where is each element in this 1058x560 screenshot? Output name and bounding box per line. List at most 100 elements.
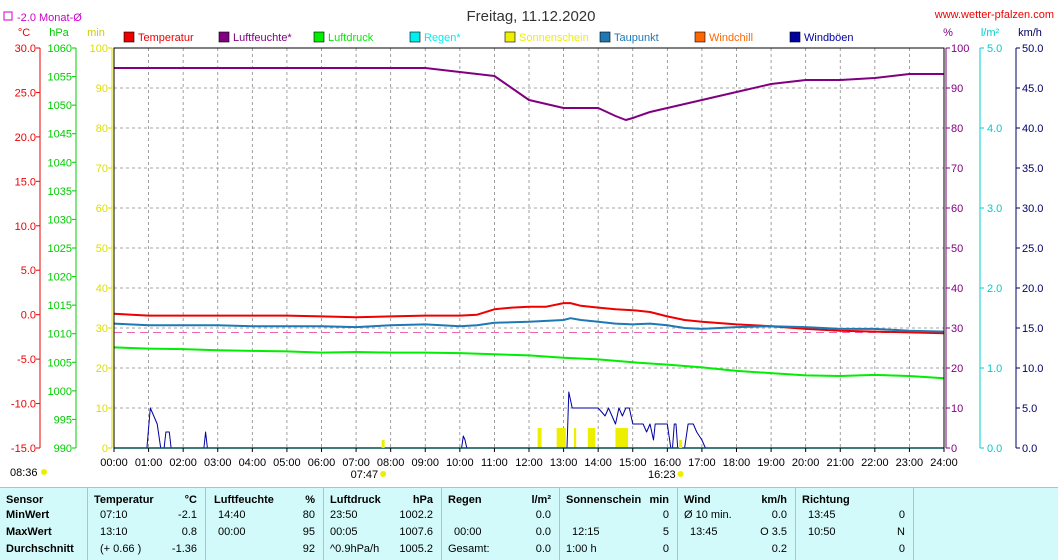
statistics-table: Sensor MinWert MaxWert Durchschnitt Temp…: [0, 487, 1058, 560]
wind-axis-label: 15.0: [1022, 323, 1043, 335]
rain-unit-label: l/m²: [981, 27, 1000, 39]
x-axis-label: 17:00: [688, 457, 716, 469]
stats-luftfeuchte-value: 80: [302, 509, 315, 521]
minutes-axis-label: 40: [96, 283, 108, 295]
humidity-axis-label: 20: [951, 363, 963, 375]
sunshine-bar: [625, 428, 629, 448]
wind-axis-label: 5.0: [1022, 403, 1037, 415]
stats-temperatur-value: -1.36: [171, 543, 197, 555]
stats-luftdruck-value: 1005.2: [399, 543, 433, 555]
stats-sonnenschein-unit: min: [649, 494, 669, 506]
stats-wind-unit: km/h: [761, 494, 787, 506]
axis-ticks: -15.0 -10.0 -5.0 0.0 5.0 10.0 15.0 20.0 25.0 30.0…: [11, 43, 1044, 455]
humidity-axis-label: 80: [951, 123, 963, 135]
minutes-axis-label: 60: [96, 203, 108, 215]
humidity-axis-label: 100: [951, 43, 969, 55]
x-axis-label: 18:00: [723, 457, 751, 469]
stats-richtung-title: Richtung: [802, 494, 850, 506]
stats-luftdruck-time: 00:05: [330, 526, 358, 538]
stats-sensor-title: Sensor: [6, 494, 44, 506]
stats-col-richtung: Richtung 13:45 0 10:50 N 0: [796, 488, 914, 560]
wind-axis-label: 45.0: [1022, 83, 1043, 95]
legend-label: Luftdruck: [328, 32, 374, 44]
temp-unit-label: °C: [18, 27, 30, 39]
sunshine-bars: [537, 428, 629, 448]
stats-wind-time: Ø 10 min.: [684, 509, 732, 521]
pressure-axis-label: 1030: [48, 214, 72, 226]
sunshine-bar: [558, 428, 561, 448]
sun-icon: [677, 471, 684, 477]
x-axis-label: 03:00: [204, 457, 232, 469]
temp-axis-label: 20.0: [15, 132, 36, 144]
pressure-axis-label: 1055: [48, 72, 72, 84]
pressure-axis-label: 1000: [48, 386, 72, 398]
x-axis-label: 22:00: [861, 457, 889, 469]
pressure-axis-label: 995: [54, 414, 72, 426]
stats-regen-unit: l/m²: [531, 494, 551, 506]
pressure-axis-label: 1045: [48, 129, 72, 141]
minutes-axis-label: 80: [96, 123, 108, 135]
weather-chart: Freitag, 11.12.2020 www.wetter-pfalzen.c…: [3, 8, 1054, 481]
wind-axis-label: 50.0: [1022, 43, 1043, 55]
legend-swatch: [789, 31, 801, 43]
stats-regen-time: Gesamt:: [448, 543, 490, 555]
stats-regen-value: 0.0: [535, 543, 551, 555]
stats-sonnenschein-time: 1:00 h: [566, 543, 597, 555]
stats-col-sonnenschein: Sonnenschein min 0 12:15 5 1:00 h 0: [560, 488, 678, 560]
stats-sonnenschein-value: 0: [662, 509, 669, 521]
humidity-axis-label: 60: [951, 203, 963, 215]
pressure-axis-label: 1040: [48, 157, 72, 169]
pressure-axis-label: 1060: [48, 43, 72, 55]
pressure-axis-label: 1015: [48, 300, 72, 312]
x-axis-label: 15:00: [619, 457, 647, 469]
x-axis-label: 19:00: [757, 457, 785, 469]
stats-sonnenschein-title: Sonnenschein: [566, 494, 642, 506]
x-axis-label: 10:00: [446, 457, 474, 469]
humidity-axis-label: 70: [951, 163, 963, 175]
x-axis-label: 04:00: [239, 457, 267, 469]
stats-col-regen: Regen l/m² 0.0 00:00 0.0 Gesamt: 0.0: [442, 488, 560, 560]
x-axis-labels: 00:00 01:00 02:00 03:00 04:00 05:00 06:00 07:00…: [100, 448, 958, 469]
sunshine-bar: [615, 428, 618, 448]
legend-swatch: [218, 31, 230, 43]
wind-axis-label: 10.0: [1022, 363, 1043, 375]
wind-axis-label: 30.0: [1022, 203, 1043, 215]
stats-richtung-value: 0: [898, 543, 905, 555]
x-axis-label: 16:00: [654, 457, 682, 469]
humidity-axis-label: 40: [951, 283, 963, 295]
sunshine-bar: [620, 428, 623, 448]
stats-col-sensor: Sensor MinWert MaxWert Durchschnitt: [0, 488, 88, 560]
pressure-axis-label: 1020: [48, 272, 72, 284]
sunshine-bar: [560, 428, 563, 448]
legend-swatch: [313, 31, 325, 43]
sunshine-bar: [587, 428, 590, 448]
minutes-axis-label: 50: [96, 243, 108, 255]
sunshine-bar: [573, 428, 577, 448]
wind-unit-label: km/h: [1018, 27, 1042, 39]
minutes-unit-label: min: [87, 27, 105, 39]
temp-axis-label: 25.0: [15, 87, 36, 99]
stats-wind-value: 0.2: [771, 543, 787, 555]
stats-luftfeuchte-value: 92: [302, 543, 315, 555]
temp-axis-label: 0.0: [21, 310, 36, 322]
stats-regen-time: 00:00: [454, 526, 482, 538]
stats-luftdruck-unit: hPa: [412, 494, 433, 506]
stats-col-wind: Wind km/h Ø 10 min. 0.0 13:45 O 3.5 0.2: [678, 488, 796, 560]
legend-label: Temperatur: [138, 32, 194, 44]
legend-swatch: [504, 31, 516, 43]
humidity-axis-label: 10: [951, 403, 963, 415]
stats-col-luftdruck: Luftdruck hPa 23:50 1002.2 00:05 1007.6 …: [324, 488, 442, 560]
x-axis-label: 07:00: [342, 457, 370, 469]
stats-temperatur-unit: °C: [184, 494, 197, 506]
humidity-axis-label: 30: [951, 323, 963, 335]
stats-luftfeuchte-unit: %: [305, 494, 315, 506]
x-axis-label: 01:00: [135, 457, 163, 469]
minutes-axis-label: 10: [96, 403, 108, 415]
x-axis-label: 06:00: [308, 457, 336, 469]
stats-richtung-value: 0: [898, 509, 905, 521]
rain-axis-label: 1.0: [987, 363, 1002, 375]
rain-axis-label: 0.0: [987, 443, 1002, 455]
x-axis-label: 20:00: [792, 457, 820, 469]
stats-luftdruck-time: 23:50: [330, 509, 358, 521]
stats-luftfeuchte-title: Luftfeuchte: [214, 494, 274, 506]
